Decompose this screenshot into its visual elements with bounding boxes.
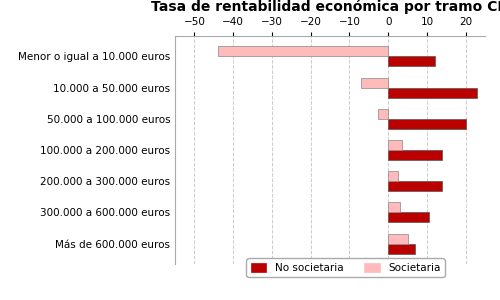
- Bar: [218, 46, 388, 56]
- Bar: [388, 202, 400, 212]
- Bar: [388, 171, 398, 181]
- Legend: No societaria, Societaria: No societaria, Societaria: [246, 259, 444, 277]
- Bar: [388, 150, 442, 160]
- Bar: [388, 88, 477, 98]
- Bar: [388, 234, 407, 244]
- Bar: [361, 78, 388, 88]
- Title: Tasa de rentabilidad económica por tramo CN: Tasa de rentabilidad económica por tramo…: [151, 0, 500, 14]
- Bar: [388, 244, 415, 254]
- Bar: [388, 212, 429, 222]
- Bar: [388, 119, 466, 129]
- Bar: [388, 56, 434, 66]
- Bar: [378, 109, 388, 119]
- Bar: [388, 181, 442, 191]
- Bar: [388, 140, 402, 150]
